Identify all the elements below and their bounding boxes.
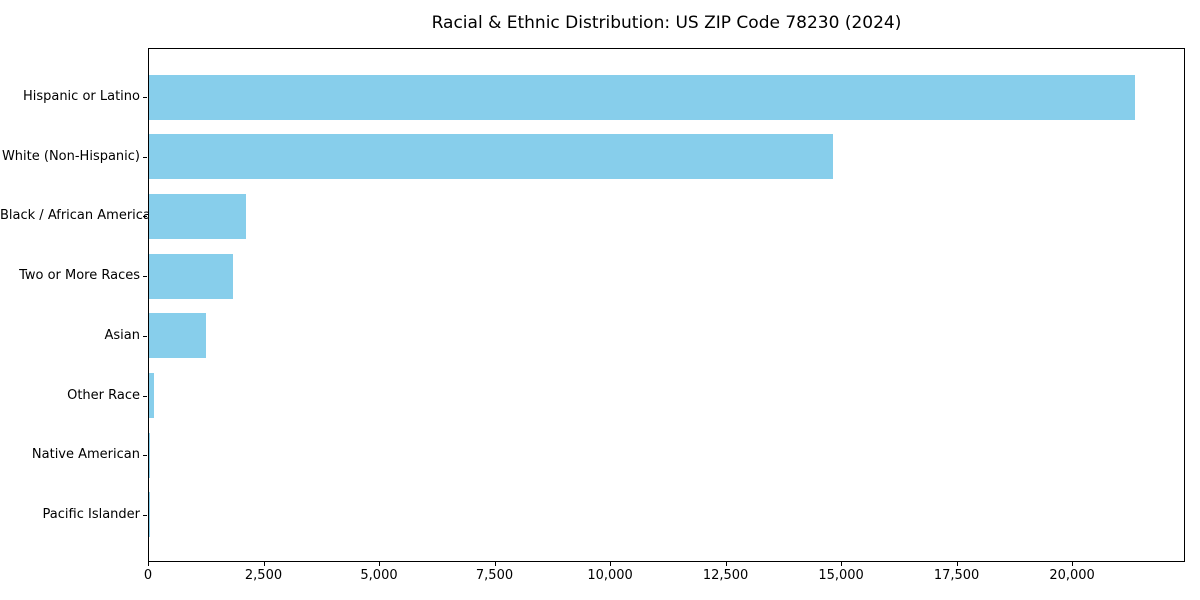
x-tick-mark — [263, 562, 265, 566]
x-tick-label: 10,000 — [587, 568, 633, 583]
y-tick-mark — [143, 156, 147, 158]
y-tick-mark — [143, 97, 147, 98]
x-tick-mark — [1072, 562, 1074, 566]
bar-hispanic-or-latino — [149, 74, 1135, 120]
x-tick-label: 5,000 — [360, 568, 398, 583]
y-tick-mark — [143, 335, 147, 337]
x-tick-label: 17,500 — [933, 568, 980, 583]
y-tick-mark — [143, 514, 147, 516]
x-tick-label: 20,000 — [1049, 568, 1095, 583]
y-axis-ticks — [143, 48, 148, 562]
y-tick-mark — [143, 276, 147, 278]
y-tick-mark — [143, 216, 147, 218]
x-tick-mark — [379, 562, 380, 566]
y-tick-label: Black / African American — [0, 208, 160, 224]
y-tick-mark — [143, 455, 147, 457]
x-tick-label: 0 — [143, 568, 153, 583]
bar-asian — [149, 313, 206, 359]
x-tick-label: 7,500 — [475, 568, 514, 583]
x-tick-mark — [494, 562, 496, 566]
x-tick-mark — [610, 562, 612, 566]
bar-two-or-more-races — [149, 253, 233, 299]
x-tick-label: 15,000 — [818, 568, 864, 583]
bar-black-african-american — [149, 193, 246, 239]
bar-native-american — [149, 432, 151, 478]
y-tick-mark — [143, 395, 147, 397]
x-tick-label: 2,500 — [244, 568, 283, 583]
bar-white-non-hispanic — [149, 134, 833, 180]
plot-area — [148, 48, 1185, 562]
bar-other-race — [149, 373, 154, 418]
y-tick-label: Two or More Races — [19, 268, 140, 284]
x-tick-mark — [841, 562, 843, 566]
y-tick-label: Other Race — [67, 387, 140, 403]
chart-title: Racial & Ethnic Distribution: US ZIP Cod… — [431, 13, 902, 33]
y-tick-label: Hispanic or Latino — [22, 89, 140, 104]
y-tick-label: Pacific Islander — [42, 506, 140, 522]
x-tick-mark — [148, 562, 149, 566]
y-tick-label: White (Non-Hispanic) — [1, 148, 140, 164]
bar-pacific-islander — [149, 492, 150, 538]
x-tick-mark — [956, 562, 958, 566]
x-tick-label: 12,500 — [702, 568, 749, 583]
x-axis-ticks — [148, 562, 1185, 568]
x-tick-mark — [725, 562, 727, 566]
y-axis-labels: Hispanic or Latino White (Non-Hispanic) Bl… — [0, 48, 160, 562]
x-axis-labels: 0 2,500 5,000 7,500 10,000 12,500 15,000 17,500… — [144, 568, 1185, 588]
y-tick-label: Native American — [31, 447, 140, 463]
y-tick-label: Asian — [104, 327, 140, 343]
